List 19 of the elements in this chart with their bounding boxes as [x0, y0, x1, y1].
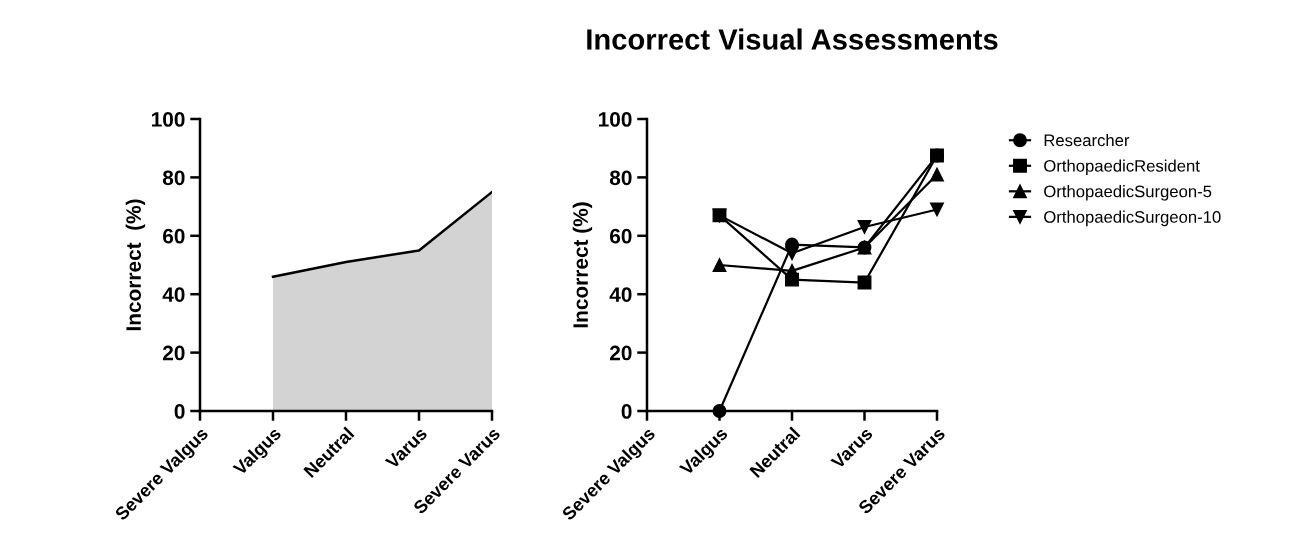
- y-tick-label: 60: [610, 228, 632, 244]
- y-tick-label: 100: [151, 112, 185, 127]
- legend-label: OrthopaedicSurgeon-5: [1044, 185, 1212, 201]
- y-tick-label: 80: [162, 170, 185, 186]
- y-tick-label: 80: [609, 170, 632, 186]
- y-tick-label: 100: [598, 112, 632, 127]
- legend-label: OrthopaedicResident: [1044, 159, 1200, 176]
- y-axis-title: Incorrect (%): [572, 202, 593, 328]
- y-tick-label: 0: [621, 404, 632, 419]
- y-tick-label: 20: [609, 345, 632, 361]
- y-tick-label: 20: [162, 345, 185, 361]
- chart-title: Incorrect Visual Assessments: [587, 28, 998, 50]
- legend-label: Researcher: [1044, 134, 1130, 147]
- legend-label: OrthopaedicSurgeon-10: [1044, 210, 1221, 227]
- y-tick-label: 40: [609, 287, 632, 302]
- y-tick-label: 0: [174, 404, 185, 419]
- y-tick-label: 60: [163, 228, 185, 244]
- y-axis-title: Incorrect (%): [125, 199, 146, 331]
- y-tick-label: 40: [162, 287, 185, 302]
